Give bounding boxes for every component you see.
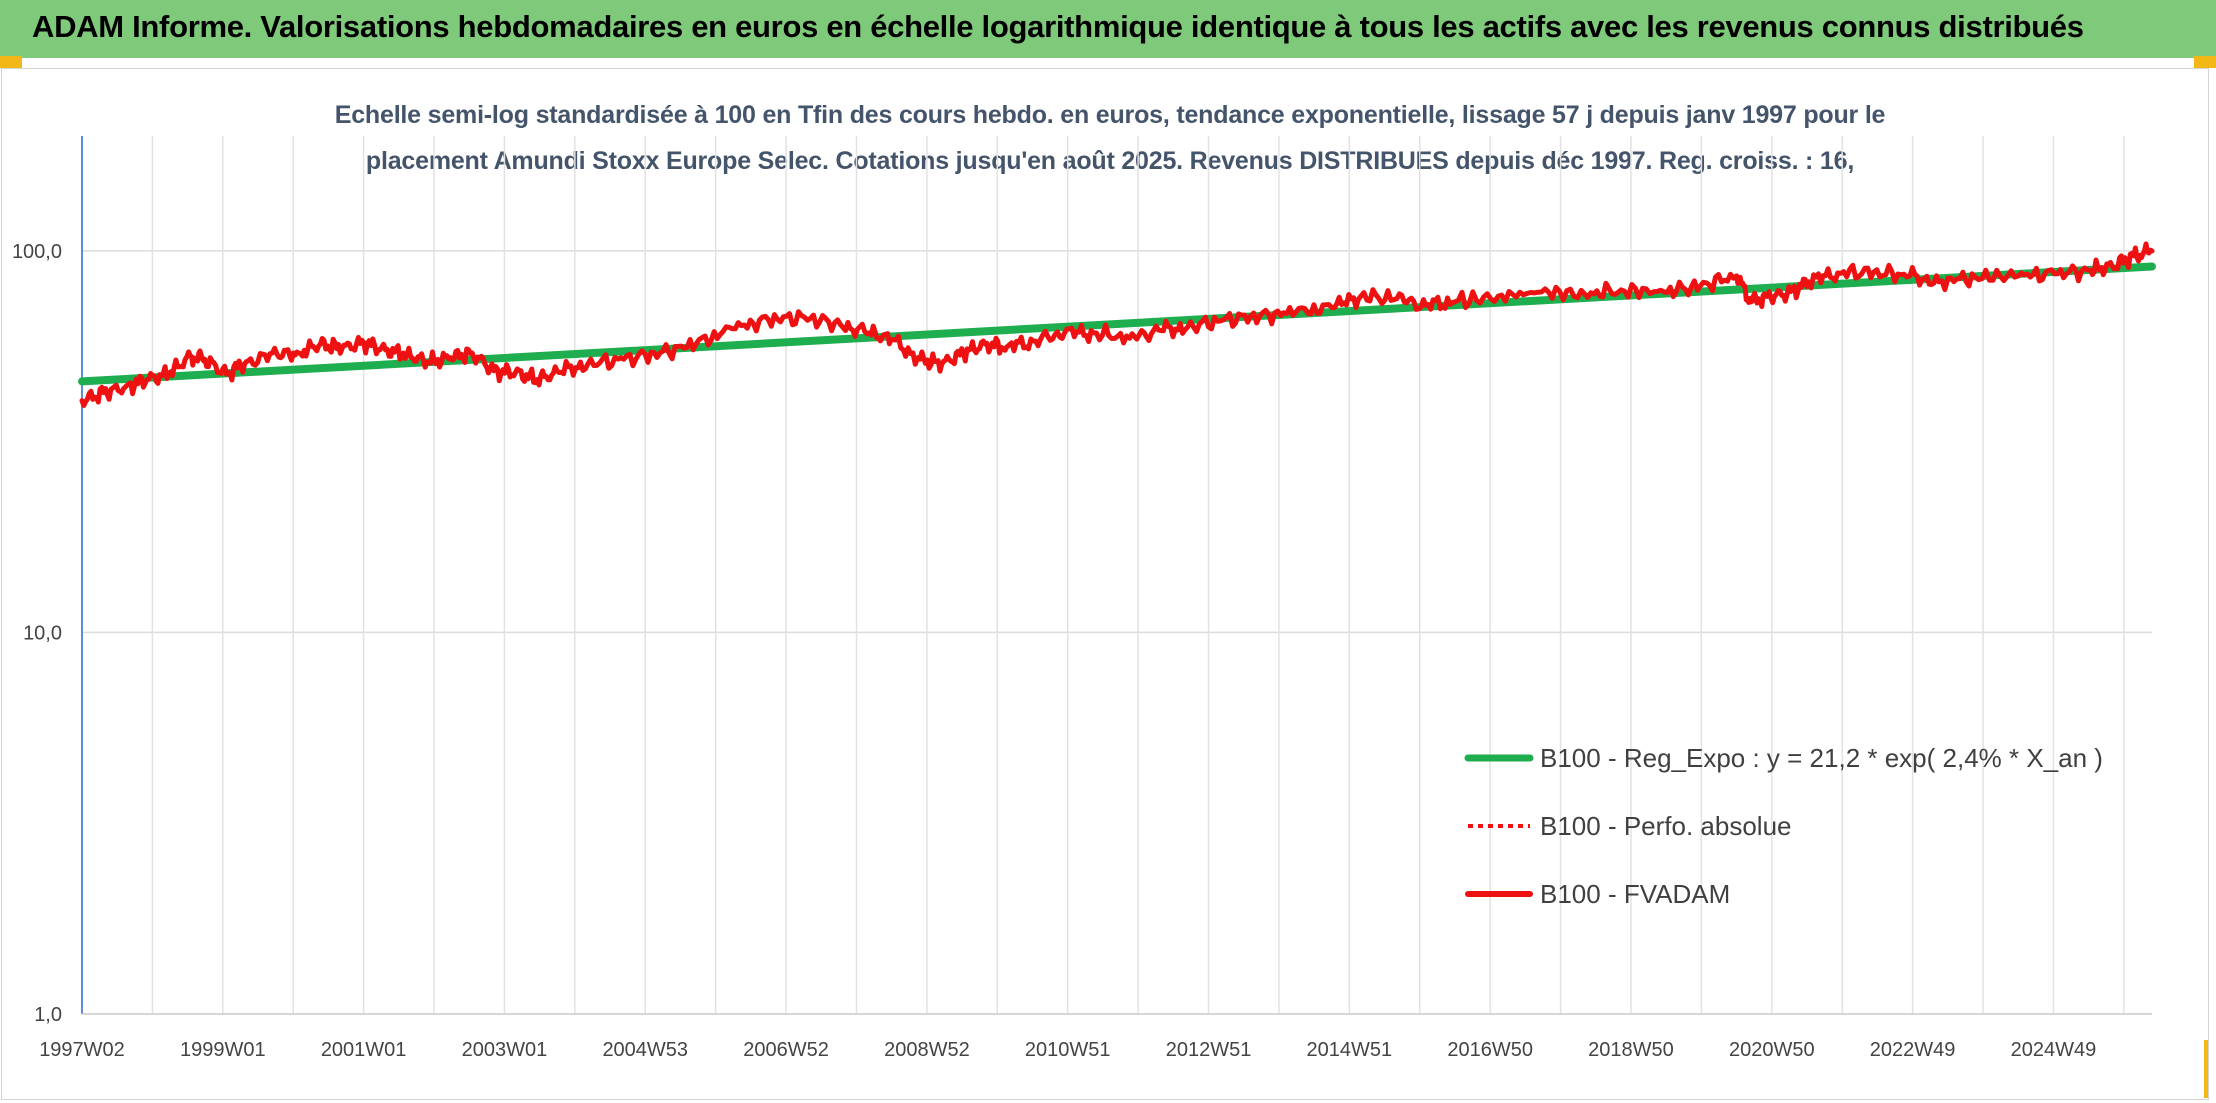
x-tick-label: 2010W51 — [1025, 1039, 1111, 1061]
legend-label: B100 - Perfo. absolue — [1540, 811, 1792, 841]
x-tick-label: 2018W50 — [1588, 1039, 1674, 1061]
y-tick-label: 100,0 — [12, 241, 62, 263]
chart-title-line2: placement Amundi Stoxx Europe Selec. Cot… — [365, 147, 1855, 175]
series-lines — [78, 241, 2156, 408]
corner-marker-right — [2194, 56, 2216, 68]
report-title: ADAM Informe. Valorisations hebdomadaire… — [32, 9, 2084, 44]
legend-label: B100 - Reg_Expo : y = 21,2 * exp( 2,4% *… — [1540, 743, 2103, 773]
x-tick-label: 2008W52 — [884, 1039, 970, 1061]
chart-title-line1: Echelle semi-log standardisée à 100 en T… — [334, 101, 1886, 129]
x-tick-label: 2012W51 — [1166, 1039, 1252, 1061]
scroll-marker — [2204, 1040, 2208, 1098]
x-tick-label: 2003W01 — [462, 1039, 548, 1061]
x-axis: 1997W02 1999W01 2001W01 2003W01 2004W53 2006W… — [39, 1013, 2152, 1061]
chart-title: Echelle semi-log standardisée à 100 en T… — [240, 92, 1980, 184]
x-tick-label: 2022W49 — [1870, 1039, 1956, 1061]
x-tick-label: 1997W02 — [39, 1039, 125, 1061]
x-tick-label: 2004W53 — [602, 1039, 688, 1061]
report-banner: ADAM Informe. Valorisations hebdomadaire… — [0, 0, 2216, 58]
x-tick-label: 2020W50 — [1729, 1039, 1815, 1061]
x-tick-label: 1999W01 — [180, 1039, 266, 1061]
x-tick-label: 2001W01 — [321, 1039, 407, 1061]
y-axis: 100,0 10,0 1,0 — [12, 136, 83, 1026]
legend: B100 - Reg_Expo : y = 21,2 * exp( 2,4% *… — [1464, 743, 2103, 909]
chart-frame — [1, 68, 2209, 1100]
corner-marker-left — [0, 56, 22, 68]
legend-label: B100 - FVADAM — [1540, 879, 1730, 909]
x-tick-label: 2006W52 — [743, 1039, 829, 1061]
x-tick-label: 2016W50 — [1447, 1039, 1533, 1061]
x-tick-label: 2014W51 — [1307, 1039, 1393, 1061]
y-tick-label: 10,0 — [23, 622, 62, 644]
series-line-2 — [79, 241, 2155, 408]
y-tick-label: 1,0 — [34, 1004, 62, 1026]
gridlines — [81, 136, 2152, 1015]
x-tick-label: 2024W49 — [2011, 1039, 2097, 1061]
